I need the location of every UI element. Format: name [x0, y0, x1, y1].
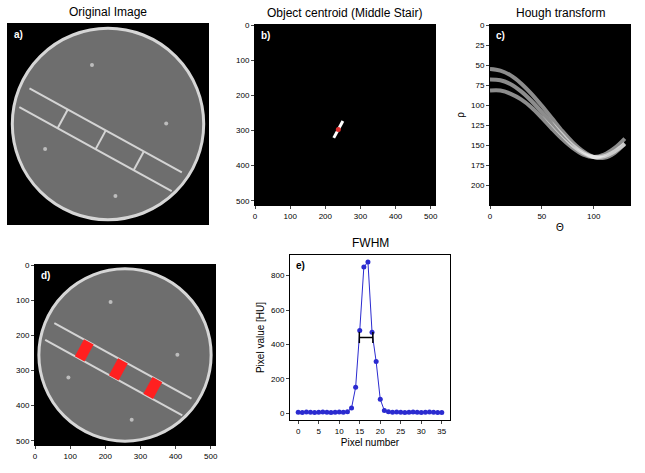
svg-text:0: 0 — [280, 409, 285, 418]
svg-text:400: 400 — [271, 340, 285, 349]
svg-text:100: 100 — [16, 296, 30, 305]
svg-text:0: 0 — [296, 427, 301, 436]
svg-text:500: 500 — [16, 437, 30, 446]
svg-text:125: 125 — [471, 121, 485, 130]
svg-text:75: 75 — [475, 81, 484, 90]
svg-text:500: 500 — [424, 212, 438, 221]
svg-text:Original Image: Original Image — [69, 5, 147, 19]
svg-text:800: 800 — [271, 271, 285, 280]
svg-text:FWHM: FWHM — [352, 236, 389, 250]
svg-text:200: 200 — [99, 452, 113, 461]
svg-text:0: 0 — [245, 21, 250, 30]
svg-text:0: 0 — [33, 452, 38, 461]
svg-text:300: 300 — [236, 126, 250, 135]
svg-text:e): e) — [296, 260, 305, 271]
svg-text:200: 200 — [471, 181, 485, 190]
svg-text:100: 100 — [236, 56, 250, 65]
svg-text:200: 200 — [236, 91, 250, 100]
svg-text:400: 400 — [236, 161, 250, 170]
svg-text:400: 400 — [389, 212, 403, 221]
svg-text:100: 100 — [587, 212, 601, 221]
svg-text:15: 15 — [355, 427, 364, 436]
svg-text:Pixel value [HU]: Pixel value [HU] — [255, 302, 266, 373]
svg-text:0: 0 — [488, 212, 493, 221]
svg-text:175: 175 — [471, 161, 485, 170]
svg-text:500: 500 — [236, 197, 250, 206]
svg-text:a): a) — [14, 29, 23, 40]
svg-text:25: 25 — [396, 427, 405, 436]
svg-text:c): c) — [496, 30, 505, 41]
svg-text:200: 200 — [271, 375, 285, 384]
svg-text:400: 400 — [169, 452, 183, 461]
svg-text:100: 100 — [283, 212, 297, 221]
svg-text:600: 600 — [271, 306, 285, 315]
svg-text:400: 400 — [16, 401, 30, 410]
svg-text:Object centroid (Middle Stair): Object centroid (Middle Stair) — [267, 6, 422, 20]
svg-text:0: 0 — [25, 261, 30, 270]
svg-text:50: 50 — [475, 61, 484, 70]
svg-text:d): d) — [41, 270, 50, 281]
svg-text:100: 100 — [471, 101, 485, 110]
svg-text:300: 300 — [134, 452, 148, 461]
svg-text:Θ: Θ — [556, 222, 564, 233]
svg-text:300: 300 — [354, 212, 368, 221]
svg-text:300: 300 — [16, 366, 30, 375]
svg-text:200: 200 — [16, 331, 30, 340]
svg-text:0: 0 — [253, 212, 258, 221]
svg-text:0: 0 — [480, 21, 485, 30]
svg-text:30: 30 — [417, 427, 426, 436]
svg-text:200: 200 — [319, 212, 333, 221]
svg-text:20: 20 — [376, 427, 385, 436]
svg-text:ρ: ρ — [455, 112, 466, 118]
svg-text:b): b) — [261, 30, 270, 41]
svg-text:35: 35 — [437, 427, 446, 436]
svg-text:Hough transform: Hough transform — [516, 6, 605, 20]
svg-text:Pixel number: Pixel number — [341, 437, 400, 448]
svg-text:25: 25 — [475, 41, 484, 50]
svg-text:50: 50 — [537, 212, 546, 221]
svg-text:10: 10 — [335, 427, 344, 436]
svg-text:500: 500 — [204, 452, 218, 461]
svg-text:150: 150 — [471, 141, 485, 150]
svg-text:5: 5 — [316, 427, 321, 436]
svg-text:100: 100 — [63, 452, 77, 461]
